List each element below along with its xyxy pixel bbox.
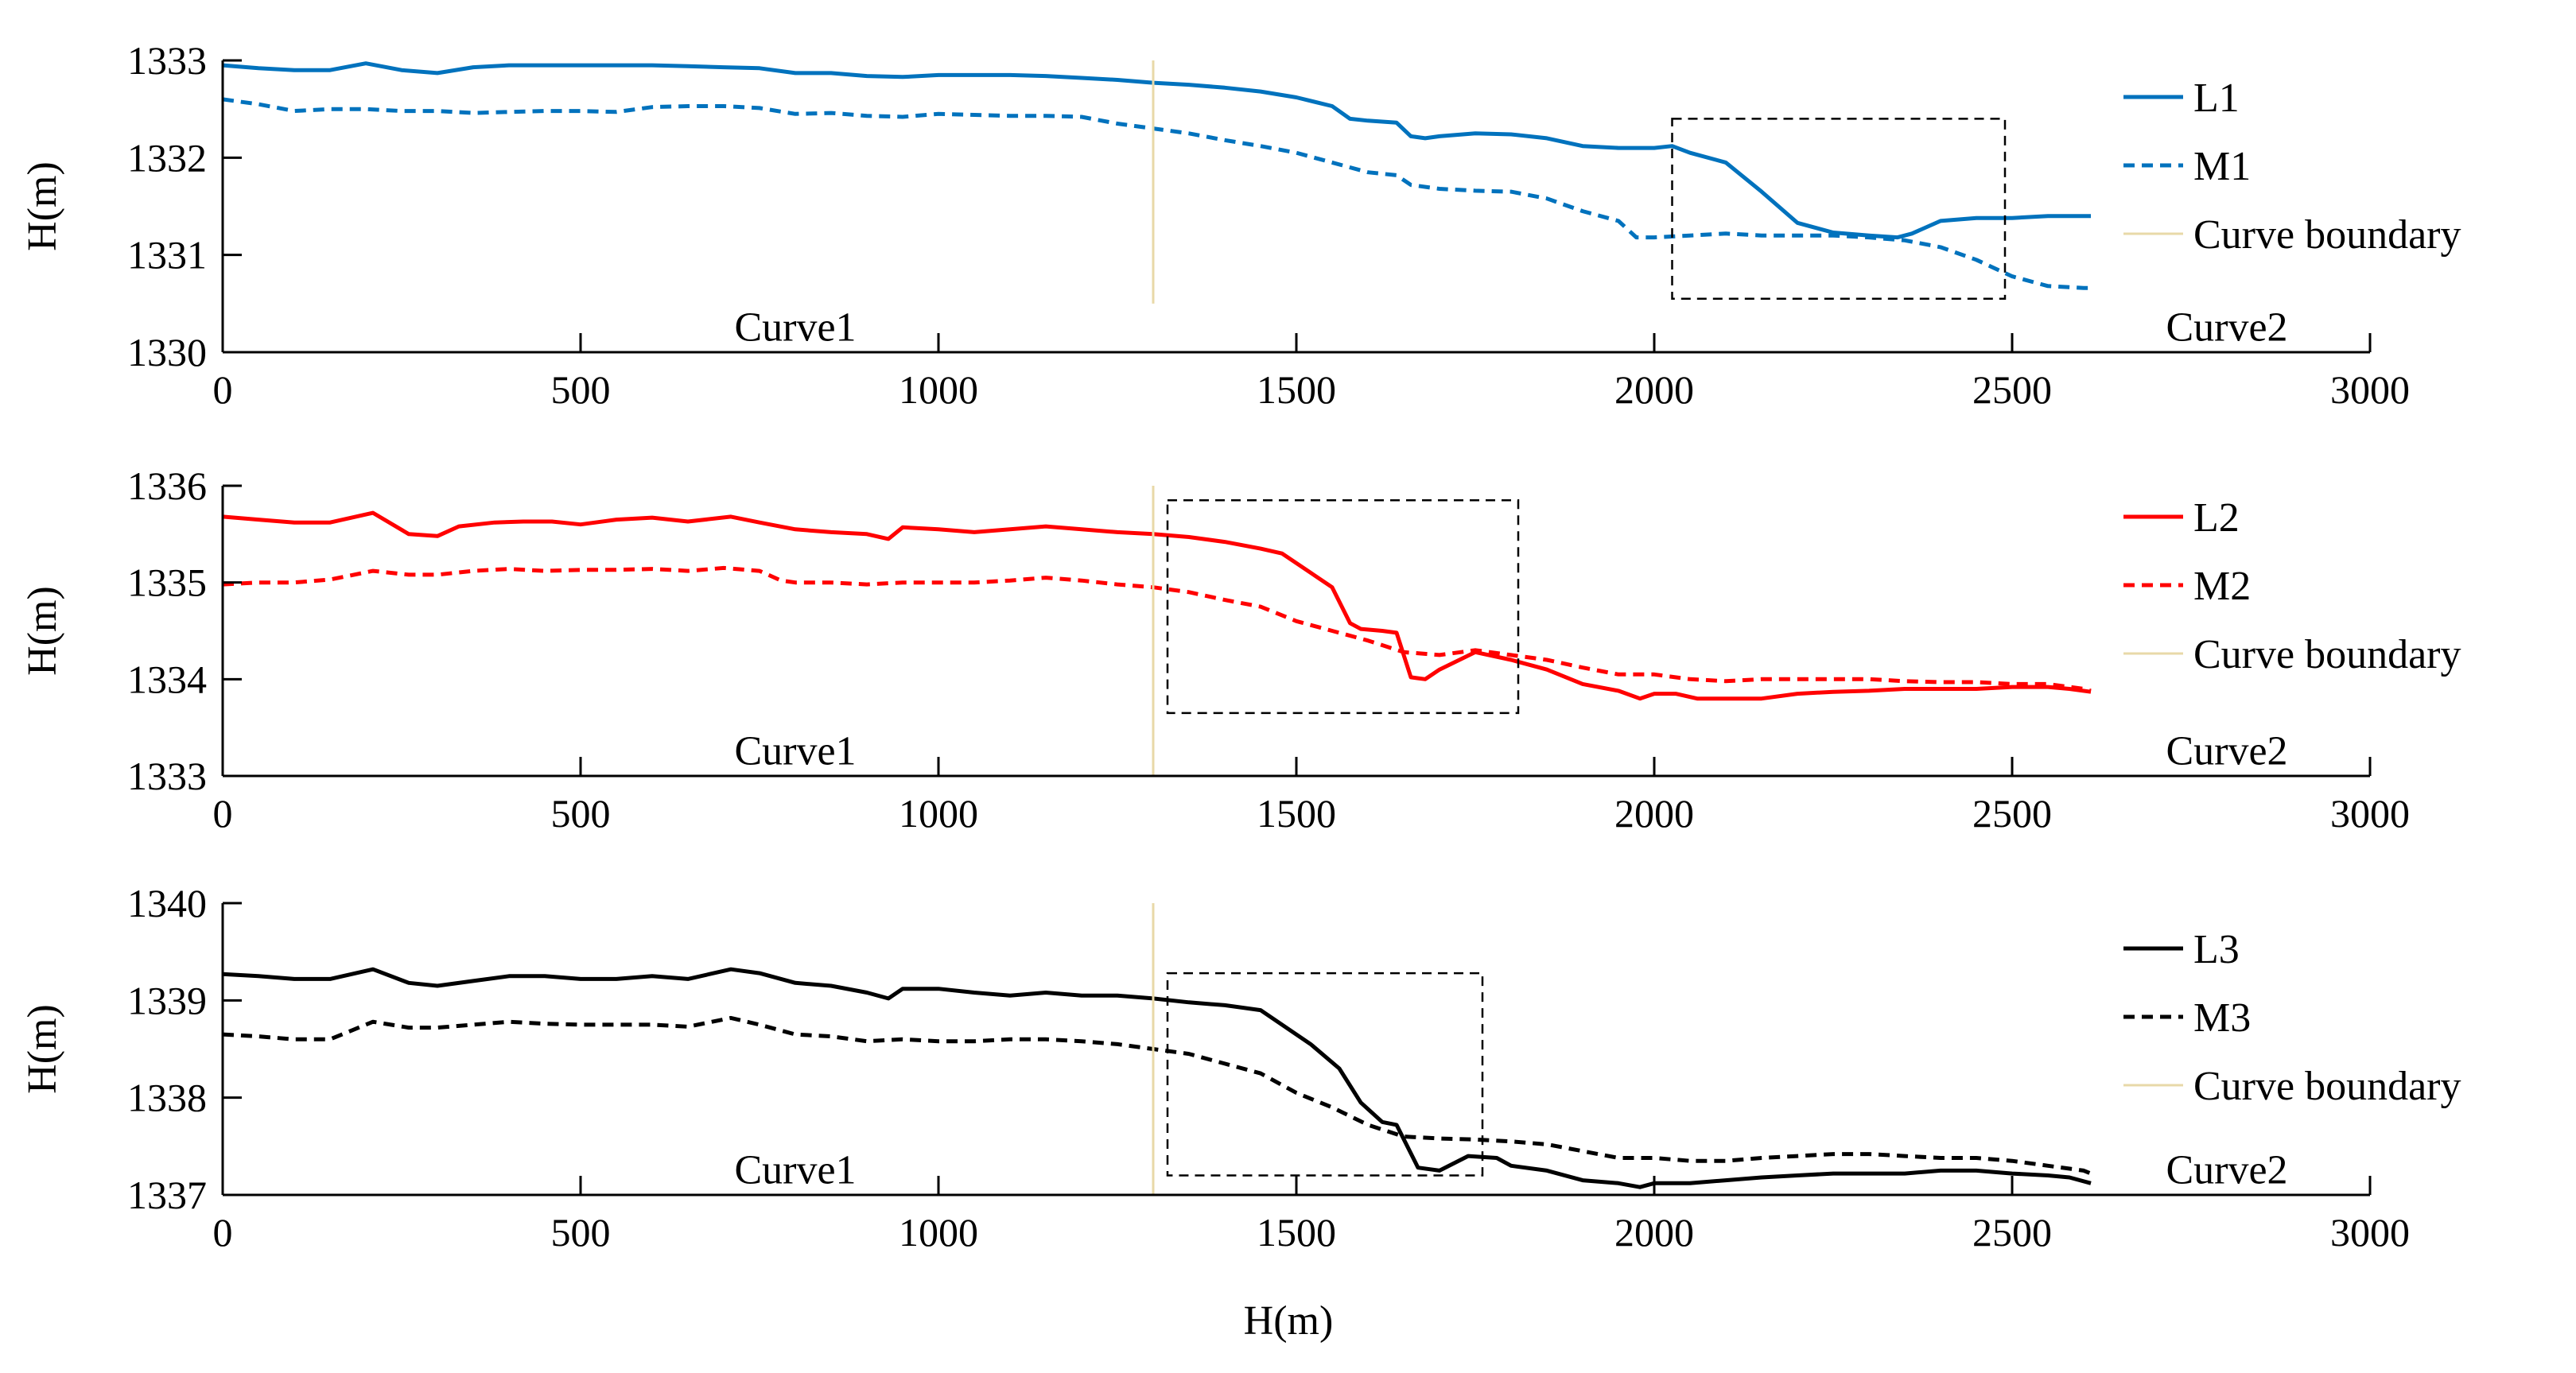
x-tick-label: 1000: [899, 367, 978, 412]
x-tick-label: 2000: [1614, 791, 1694, 836]
legend: L2 M2 Curve boundary: [2123, 495, 2461, 677]
y-tick-label: 1339: [127, 978, 207, 1022]
legend-label: L3: [2193, 927, 2240, 972]
y-tick-label: 1335: [127, 560, 207, 605]
y-tick-label: 1330: [127, 330, 207, 374]
x-tick-label: 1000: [899, 791, 978, 836]
chart-panel-2: 0 500 1000 1500 2000 2500 3000 1333 1334 1335 1336…: [20, 463, 2461, 836]
x-tick-label: 3000: [2330, 367, 2410, 412]
legend-label: M1: [2193, 144, 2251, 189]
y-axis-title: H(m): [20, 586, 65, 676]
y-tick-label: 1338: [127, 1076, 207, 1120]
region-label-curve2: Curve2: [2166, 729, 2287, 774]
x-tick-label: 2000: [1614, 1210, 1694, 1255]
y-tick-label: 1337: [127, 1173, 207, 1217]
y-tick-label: 1340: [127, 881, 207, 925]
x-tick-label: 2500: [1972, 367, 2052, 412]
series-line-m1: [222, 97, 2091, 290]
legend: L3 M3 Curve boundary: [2123, 927, 2461, 1109]
y-tick-label: 1336: [127, 463, 207, 508]
y-tick-label: 1331: [127, 233, 207, 277]
chart-panels: 0 500 1000 1500 2000 2500 3000 1330 1331 1332 1333…: [20, 38, 2461, 1255]
legend-label: Curve boundary: [2193, 1064, 2461, 1109]
x-tick-label: 3000: [2330, 791, 2410, 836]
y-tick-label: 1334: [127, 657, 207, 701]
x-tick-label: 2500: [1972, 1210, 2052, 1255]
x-tick-label: 500: [551, 791, 611, 836]
y-axis-title: H(m): [20, 161, 65, 251]
y-tick-label: 1332: [127, 135, 207, 180]
y-tick-label: 1333: [127, 38, 207, 83]
x-tick-label: 2500: [1972, 791, 2052, 836]
legend-label: Curve boundary: [2193, 212, 2461, 258]
legend-label: L1: [2193, 76, 2240, 121]
series-line-l1: [222, 61, 2091, 240]
legend-label: Curve boundary: [2193, 632, 2461, 677]
x-tick-label: 500: [551, 1210, 611, 1255]
chart-panel-3: 0 500 1000 1500 2000 2500 3000 1337 1338 1339 1340…: [20, 881, 2461, 1255]
highlight-box: [1166, 499, 1520, 715]
series-line-l2: [222, 510, 2092, 701]
x-tick-label: 1500: [1257, 791, 1336, 836]
chart-panel-1: 0 500 1000 1500 2000 2500 3000 1330 1331 1332 1333…: [20, 38, 2461, 412]
x-tick-label: 500: [551, 367, 611, 412]
x-tick-label: 0: [213, 1210, 233, 1255]
series-line-m2: [222, 565, 2092, 693]
x-axis-title: H(m): [1244, 1298, 1334, 1344]
x-tick-label: 1500: [1257, 367, 1336, 412]
x-tick-label: 1000: [899, 1210, 978, 1255]
legend: L1 M1 Curve boundary: [2123, 76, 2461, 258]
series-line-l3: [222, 967, 2092, 1189]
region-label-curve2: Curve2: [2166, 1147, 2287, 1193]
x-tick-label: 0: [213, 791, 233, 836]
x-tick-label: 0: [213, 367, 233, 412]
legend-label: M2: [2193, 564, 2251, 609]
y-axis-title: H(m): [20, 1004, 65, 1094]
x-tick-label: 3000: [2330, 1210, 2410, 1255]
series-line-m3: [222, 1015, 2092, 1176]
x-tick-label: 1500: [1257, 1210, 1336, 1255]
highlight-box: [1166, 972, 1484, 1177]
legend-label: L2: [2193, 495, 2240, 541]
region-label-curve1: Curve1: [734, 1147, 856, 1193]
region-label-curve1: Curve1: [734, 729, 856, 774]
region-label-curve2: Curve2: [2166, 304, 2287, 350]
y-tick-label: 1333: [127, 754, 207, 798]
legend-label: M3: [2193, 995, 2251, 1041]
region-label-curve1: Curve1: [734, 304, 856, 350]
highlight-box: [1671, 118, 2007, 300]
x-tick-label: 2000: [1614, 367, 1694, 412]
